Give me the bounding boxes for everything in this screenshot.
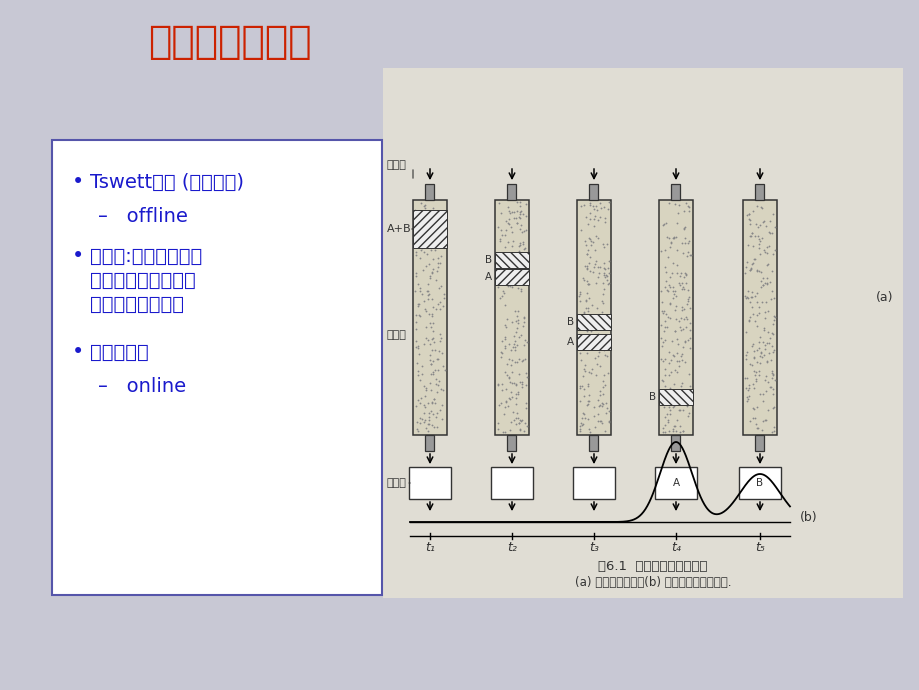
Bar [576,334,610,350]
Text: •: • [72,172,85,192]
Text: 过固定相的流动体: 过固定相的流动体 [90,295,184,313]
Bar [589,435,598,451]
Text: (b): (b) [800,511,817,524]
Text: A+B: A+B [387,224,411,234]
Text: t₃: t₃ [588,541,598,554]
Text: A: A [566,337,573,347]
Bar [671,184,680,200]
Bar [494,200,528,435]
Bar [507,435,516,451]
Bar [671,435,680,451]
Text: 色谱分析示意图: 色谱分析示意图 [148,23,312,61]
Text: B: B [566,317,573,327]
Bar [425,184,434,200]
Bar [654,467,697,499]
Text: A: A [672,478,679,488]
Bar [382,68,902,598]
Text: 流动相；携带样品流: 流动相；携带样品流 [90,270,196,290]
Text: t₄: t₄ [670,541,680,554]
Bar [494,252,528,268]
Text: Tswett方法 (经典方法): Tswett方法 (经典方法) [90,172,244,192]
Text: (a): (a) [875,291,892,304]
Bar [738,467,780,499]
Text: B: B [755,478,763,488]
Bar [576,314,610,330]
Text: 固定相: 固定相 [387,330,406,340]
Bar [52,140,381,595]
Text: A: A [484,272,492,282]
Bar [754,184,764,200]
Bar [507,184,516,200]
Bar [413,200,447,435]
Text: 流动相: 流动相 [387,160,406,170]
Bar [409,467,450,499]
Bar [589,184,598,200]
Bar [491,467,532,499]
Bar [576,200,610,435]
Bar [658,200,692,435]
Text: 固定相:不动的一相，: 固定相:不动的一相， [90,246,202,266]
Text: –   online: – online [98,377,186,395]
Text: t₅: t₅ [754,541,764,554]
Text: 现代色谱法: 现代色谱法 [90,342,149,362]
Bar [658,389,692,405]
Bar [413,210,447,248]
Text: (a) 柱内洗脱过程；(b) 所记录下来的色谱图.: (a) 柱内洗脱过程；(b) 所记录下来的色谱图. [574,575,731,589]
Text: 检测器: 检测器 [387,478,406,488]
Text: B: B [648,392,655,402]
Bar [573,467,614,499]
Bar [494,269,528,285]
Text: B: B [484,255,492,265]
Text: t₂: t₂ [506,541,516,554]
Bar [754,435,764,451]
Text: •: • [72,246,85,266]
Text: •: • [72,342,85,362]
Text: 图6.1  二组分混合样的分离: 图6.1 二组分混合样的分离 [597,560,707,573]
Bar [425,435,434,451]
Text: t₁: t₁ [425,541,435,554]
Text: –   offline: – offline [98,206,187,226]
Bar [743,200,777,435]
